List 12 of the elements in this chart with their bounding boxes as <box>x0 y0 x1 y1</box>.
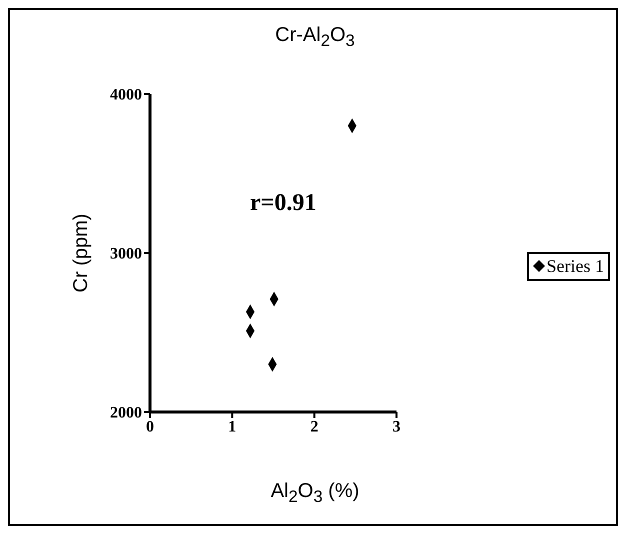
legend-label: Series 1 <box>546 256 604 276</box>
x-tick-label: 1 <box>228 418 236 436</box>
chart-title: Cr-Al$_{2}$O$_{3}$ <box>274 24 356 51</box>
y-tick-label: 3000 <box>110 246 142 263</box>
annotation: r=0.91 <box>250 190 316 217</box>
y-axis-title: Cr (ppm) <box>70 214 92 292</box>
y-tick-label: 4000 <box>110 86 142 104</box>
x-tick-label: 0 <box>146 418 154 436</box>
x-tick-label: 3 <box>392 418 400 436</box>
y-tick-label: 2000 <box>110 404 142 422</box>
x-axis-title: Al$_{2}$O$_{3}$ (%) <box>270 480 360 507</box>
x-tick-label: 2 <box>310 418 318 436</box>
